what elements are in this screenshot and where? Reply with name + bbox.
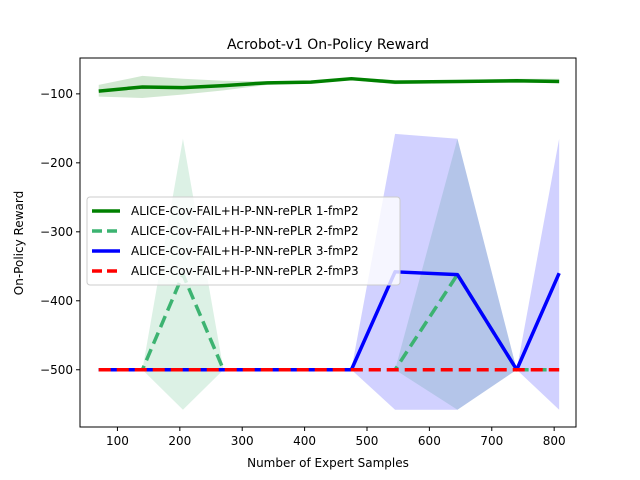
- legend-label: ALICE-Cov-FAIL+H-P-NN-rePLR 2-fmP3: [131, 264, 359, 278]
- series-3-line: [98, 270, 561, 372]
- x-tick-label: 500: [356, 434, 379, 448]
- chart-title: Acrobot-v1 On-Policy Reward: [227, 37, 429, 53]
- legend-label: ALICE-Cov-FAIL+H-P-NN-rePLR 1-fmP2: [131, 204, 359, 218]
- x-tick-label: 100: [106, 434, 129, 448]
- series-3-band: [98, 133, 560, 410]
- y-axis-label: On-Policy Reward: [12, 191, 26, 295]
- y-tick-label: −200: [40, 156, 73, 170]
- series-2-band: [98, 138, 560, 410]
- y-tick-label: −500: [40, 363, 73, 377]
- series-2-line: [98, 272, 560, 372]
- x-tick-label: 200: [168, 434, 191, 448]
- series-1-line: [98, 76, 560, 93]
- legend-box: [86, 196, 401, 286]
- x-axis-label: Number of Expert Samples: [247, 456, 409, 470]
- y-tick-label: −300: [40, 225, 73, 239]
- x-tick-label: 400: [293, 434, 316, 448]
- x-tick-label: 300: [231, 434, 254, 448]
- series-lines: [98, 76, 561, 372]
- y-tick-label: −100: [40, 87, 73, 101]
- x-axis: 100 200 300 400 500 600 700 800: [106, 427, 566, 448]
- x-tick-label: 600: [418, 434, 441, 448]
- y-axis: −100 −200 −300 −400 −500: [40, 87, 80, 377]
- y-tick-label: −400: [40, 294, 73, 308]
- legend: ALICE-Cov-FAIL+H-P-NN-rePLR 1-fmP2 ALICE-…: [86, 196, 401, 286]
- x-tick-label: 800: [543, 434, 566, 448]
- x-tick-label: 700: [480, 434, 503, 448]
- plot-frame: [79, 57, 577, 428]
- legend-label: ALICE-Cov-FAIL+H-P-NN-rePLR 2-fmP2: [131, 224, 359, 238]
- legend-label: ALICE-Cov-FAIL+H-P-NN-rePLR 3-fmP2: [131, 244, 359, 258]
